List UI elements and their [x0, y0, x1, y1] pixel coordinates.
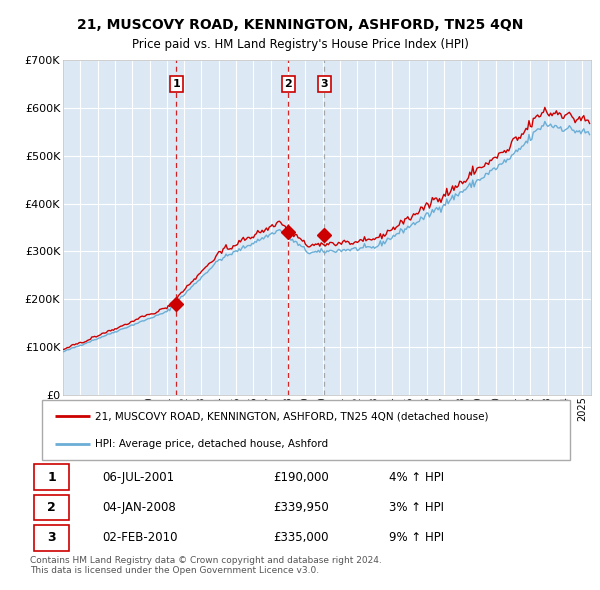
FancyBboxPatch shape	[42, 400, 570, 460]
Text: HPI: Average price, detached house, Ashford: HPI: Average price, detached house, Ashf…	[95, 439, 328, 449]
FancyBboxPatch shape	[34, 495, 68, 520]
Text: 06-JUL-2001: 06-JUL-2001	[102, 471, 174, 484]
Text: £335,000: £335,000	[273, 532, 328, 545]
Text: 3: 3	[47, 532, 56, 545]
Text: 4% ↑ HPI: 4% ↑ HPI	[389, 471, 444, 484]
Text: £190,000: £190,000	[273, 471, 329, 484]
FancyBboxPatch shape	[34, 464, 68, 490]
FancyBboxPatch shape	[34, 525, 68, 550]
Text: 21, MUSCOVY ROAD, KENNINGTON, ASHFORD, TN25 4QN (detached house): 21, MUSCOVY ROAD, KENNINGTON, ASHFORD, T…	[95, 411, 488, 421]
Text: £339,950: £339,950	[273, 501, 329, 514]
Text: 9% ↑ HPI: 9% ↑ HPI	[389, 532, 444, 545]
Text: 3: 3	[320, 79, 328, 89]
Text: 3% ↑ HPI: 3% ↑ HPI	[389, 501, 444, 514]
Text: 21, MUSCOVY ROAD, KENNINGTON, ASHFORD, TN25 4QN: 21, MUSCOVY ROAD, KENNINGTON, ASHFORD, T…	[77, 18, 523, 32]
Text: Contains HM Land Registry data © Crown copyright and database right 2024.: Contains HM Land Registry data © Crown c…	[30, 556, 382, 565]
Text: 02-FEB-2010: 02-FEB-2010	[102, 532, 177, 545]
Text: 2: 2	[284, 79, 292, 89]
Text: Price paid vs. HM Land Registry's House Price Index (HPI): Price paid vs. HM Land Registry's House …	[131, 38, 469, 51]
Text: 04-JAN-2008: 04-JAN-2008	[102, 501, 176, 514]
Text: 1: 1	[172, 79, 180, 89]
Text: 1: 1	[47, 471, 56, 484]
Text: 2: 2	[47, 501, 56, 514]
Text: This data is licensed under the Open Government Licence v3.0.: This data is licensed under the Open Gov…	[30, 566, 319, 575]
